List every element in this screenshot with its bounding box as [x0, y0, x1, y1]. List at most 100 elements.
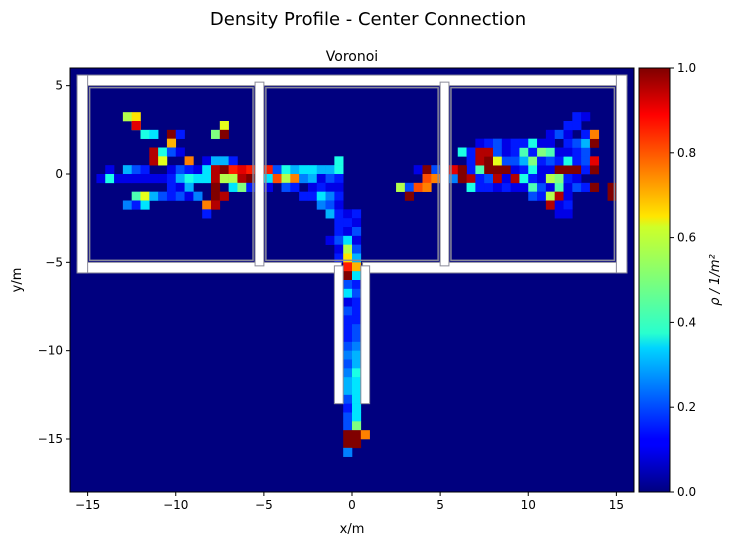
heatmap-cell — [149, 147, 159, 157]
heatmap-cell — [166, 165, 177, 175]
heatmap-cell — [352, 244, 362, 254]
heatmap-cell — [325, 165, 335, 175]
heatmap-cell — [352, 359, 362, 369]
heatmap-cell — [290, 165, 300, 175]
heatmap-cell — [475, 182, 485, 192]
heatmap-cell — [528, 138, 538, 148]
heatmap-cell — [572, 138, 582, 148]
heatmap-cell — [299, 174, 309, 184]
heatmap-cell — [228, 165, 238, 175]
heatmap-cell — [290, 174, 300, 184]
heatmap-cell — [510, 156, 520, 166]
heatmap-cell — [572, 112, 582, 122]
heatmap-cell — [510, 165, 520, 175]
heatmap-cell — [343, 218, 353, 228]
heatmap-cell — [493, 182, 503, 192]
heatmap-cell — [589, 182, 600, 192]
heatmap-cell — [484, 156, 494, 166]
wall-segment — [615, 74, 628, 274]
wall-segment — [333, 265, 344, 405]
heatmap-cell — [545, 182, 555, 192]
heatmap-cell — [149, 174, 159, 184]
heatmap-cell — [352, 253, 362, 263]
heatmap-cell — [493, 156, 503, 166]
heatmap-cell — [545, 138, 555, 148]
heatmap-cell — [360, 430, 370, 440]
x-axis: −15 −10 −5 0 5 10 15 — [75, 492, 624, 512]
wall-segment — [439, 81, 450, 267]
heatmap-cell — [343, 209, 353, 219]
heatmap-cell — [343, 394, 353, 404]
x-tick-label: 10 — [521, 498, 536, 512]
heatmap-cell — [510, 182, 520, 192]
heatmap-cell — [352, 368, 362, 378]
heatmap-cell — [510, 147, 520, 157]
heatmap-cell — [343, 333, 353, 343]
heatmap-cell — [140, 200, 150, 210]
heatmap-cell — [343, 227, 353, 237]
heatmap-cell — [114, 174, 124, 184]
heatmap-cell — [501, 138, 511, 148]
heatmap-cell — [122, 200, 132, 210]
heatmap-cell — [466, 147, 476, 157]
heatmap-cell — [325, 182, 335, 192]
heatmap-cell — [219, 129, 229, 139]
heatmap-cell — [493, 138, 503, 148]
heatmap-cell — [554, 182, 564, 192]
heatmap-cell — [343, 341, 353, 351]
heatmap-cell — [122, 165, 132, 175]
heatmap-cell — [122, 174, 132, 184]
heatmap-cell — [334, 218, 344, 228]
heatmap-cell — [352, 288, 362, 298]
heatmap-cell — [131, 112, 141, 122]
heatmap-cell — [219, 156, 229, 166]
colorbar-tick-label: 1.0 — [677, 61, 696, 75]
heatmap-cell — [537, 147, 547, 157]
heatmap-cell — [166, 174, 177, 184]
heatmap-cell — [466, 165, 476, 175]
heatmap-cell — [510, 138, 520, 148]
heatmap-cell — [352, 209, 362, 219]
heatmap-cell — [343, 412, 353, 422]
heatmap-cell — [334, 235, 344, 245]
heatmap-cell — [352, 439, 362, 449]
heatmap-cell — [343, 439, 353, 449]
heatmap-cell — [343, 377, 353, 387]
heatmap-cell — [554, 191, 564, 201]
heatmap-cell — [343, 350, 353, 360]
y-axis: 5 0 −5 −10 −15 — [38, 79, 70, 446]
heatmap-cell — [352, 315, 362, 325]
heatmap-cell — [158, 156, 168, 166]
heatmap-cell — [281, 165, 291, 175]
heatmap-cell — [563, 156, 573, 166]
heatmap-cell — [193, 165, 203, 175]
heatmap-cell — [422, 165, 432, 175]
heatmap-cell — [202, 156, 212, 166]
wall-segment — [362, 261, 628, 274]
heatmap-cell — [448, 174, 459, 184]
heatmap-cell — [343, 368, 353, 378]
heatmap-cell — [228, 156, 238, 166]
heatmap-cell — [352, 386, 362, 396]
x-axis-label: x/m — [340, 522, 365, 537]
geometry-walls — [76, 74, 628, 405]
x-tick-label: −10 — [163, 498, 188, 512]
heatmap-cell — [246, 165, 256, 175]
heatmap-cell — [219, 174, 229, 184]
y-tick-label: 5 — [55, 79, 63, 93]
heatmap-cell — [466, 156, 476, 166]
heatmap-cell — [352, 297, 362, 307]
heatmap-cell — [334, 174, 344, 184]
heatmap-cells — [96, 112, 617, 457]
heatmap-cell — [184, 191, 194, 201]
heatmap-cell — [352, 280, 362, 290]
heatmap-cell — [343, 421, 353, 431]
heatmap-cell — [589, 138, 600, 148]
heatmap-cell — [202, 165, 212, 175]
heatmap-cell — [545, 165, 555, 175]
heatmap-cell — [140, 191, 150, 201]
heatmap-cell — [343, 271, 353, 281]
heatmap-cell — [396, 182, 406, 192]
heatmap-cell — [352, 227, 362, 237]
heatmap-cell — [184, 174, 194, 184]
